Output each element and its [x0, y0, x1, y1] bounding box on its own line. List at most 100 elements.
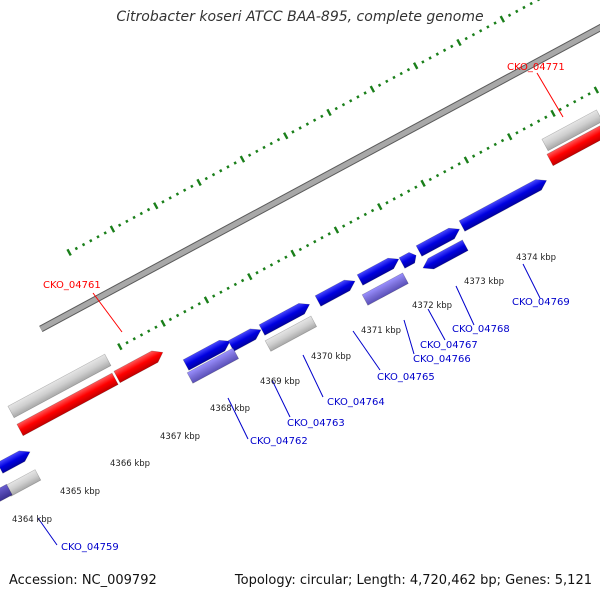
- tick-minor: [471, 32, 476, 37]
- tick-minor: [392, 197, 396, 201]
- tick-minor: [313, 239, 317, 244]
- tick-minor: [233, 161, 237, 165]
- tick-minor: [168, 317, 173, 322]
- tick-minor: [262, 267, 266, 271]
- tick-minor: [414, 185, 418, 189]
- tick-major: [369, 85, 376, 93]
- tick-minor: [435, 52, 440, 56]
- tick-minor: [349, 220, 353, 224]
- tick-minor: [363, 91, 367, 95]
- leader-line: [271, 379, 291, 418]
- ruler-label-4371: 4371 kbp: [361, 326, 401, 336]
- gene-label-cko-04771: CKO_04771: [507, 62, 565, 73]
- tick-minor: [320, 114, 324, 119]
- tick-minor: [522, 5, 526, 10]
- leader-line: [536, 72, 564, 118]
- tick-minor: [341, 224, 346, 228]
- ruler-label-4370: 4370 kbp: [311, 352, 351, 362]
- tick-minor: [392, 75, 396, 80]
- gene-label-cko-04761: CKO_04761: [43, 280, 101, 291]
- tick-major: [456, 38, 462, 47]
- tick-minor: [363, 212, 367, 217]
- tick-minor: [421, 60, 425, 64]
- tick-major: [66, 248, 72, 257]
- gene-cko-04762-fwd: [182, 339, 231, 371]
- tick-minor: [277, 259, 281, 263]
- tick-minor: [478, 29, 483, 33]
- tick-major: [593, 86, 600, 94]
- leader-line: [522, 263, 541, 299]
- tick-minor: [212, 294, 216, 298]
- tick-minor: [190, 184, 194, 189]
- tick-minor: [471, 154, 476, 158]
- tick-minor: [399, 71, 403, 76]
- gene-cko-04767: [398, 252, 417, 269]
- gene-shadow-cko-04761: [7, 353, 112, 419]
- tick-minor: [320, 236, 324, 240]
- ruler-label-4369: 4369 kbp: [260, 377, 300, 387]
- gene-label-cko-04764: CKO_04764: [327, 397, 385, 408]
- tick-minor: [219, 169, 223, 173]
- ruler-label-4372: 4372 kbp: [412, 301, 452, 311]
- accession-text: Accession: NC_009792: [9, 573, 157, 588]
- tick-minor: [161, 200, 165, 204]
- gene-label-cko-04767: CKO_04767: [420, 340, 478, 351]
- tick-minor: [457, 162, 461, 166]
- tick-minor: [406, 67, 411, 72]
- leader-line: [427, 308, 446, 341]
- tick-minor: [450, 44, 454, 49]
- tick-major: [290, 249, 296, 257]
- tick-minor: [182, 188, 187, 192]
- tick-minor: [385, 79, 389, 84]
- tick-minor: [255, 271, 259, 275]
- gene-cko-04761b: [113, 350, 164, 384]
- tick-major: [377, 203, 383, 211]
- tick-minor: [197, 302, 201, 306]
- tick-minor: [515, 131, 519, 135]
- tick-minor: [486, 25, 490, 29]
- tick-minor: [240, 278, 245, 283]
- tick-minor: [139, 211, 143, 216]
- ruler-label-4366: 4366 kbp: [110, 459, 150, 469]
- tick-minor: [580, 96, 584, 100]
- tick-minor: [385, 201, 389, 205]
- gene-label-cko-04768: CKO_04768: [452, 324, 510, 335]
- gene-label-cko-04765: CKO_04765: [377, 372, 435, 383]
- tick-minor: [183, 309, 187, 314]
- tick-major: [463, 156, 470, 164]
- tick-major: [109, 225, 116, 233]
- leader-line: [37, 517, 58, 546]
- tick-minor: [493, 142, 497, 147]
- tick-major: [412, 62, 419, 70]
- tick-minor: [139, 333, 144, 337]
- tick-minor: [204, 176, 208, 181]
- tick-minor: [349, 99, 353, 103]
- tick-minor: [544, 115, 548, 119]
- gene-label-cko-04762: CKO_04762: [250, 436, 308, 447]
- tick-minor: [262, 145, 266, 150]
- tick-minor: [536, 0, 541, 2]
- tick-major: [550, 109, 556, 118]
- tick-minor: [428, 177, 432, 182]
- tick-minor: [536, 119, 541, 123]
- tick-major: [420, 179, 426, 187]
- tick-minor: [443, 169, 447, 174]
- tick-minor: [298, 126, 302, 130]
- tick-minor: [219, 290, 223, 294]
- gene-cko-04759: [0, 450, 31, 474]
- tick-major: [203, 296, 210, 304]
- gene-cko-04759-rev: [0, 483, 13, 503]
- tick-minor: [377, 83, 382, 87]
- tick-minor: [341, 102, 346, 107]
- leader-line: [352, 330, 381, 371]
- gene-cko-04768: [415, 227, 460, 257]
- tick-minor: [486, 146, 490, 151]
- tick-minor: [247, 153, 252, 157]
- tick-minor: [269, 263, 274, 267]
- tick-minor: [211, 172, 216, 177]
- tick-minor: [132, 337, 136, 341]
- gene-labels: CKO_04771 CKO_04761 CKO_04769 CKO_04768 …: [43, 62, 570, 553]
- tick-major: [333, 226, 340, 234]
- tick-minor: [96, 235, 100, 239]
- genome-backbone: [39, 0, 600, 333]
